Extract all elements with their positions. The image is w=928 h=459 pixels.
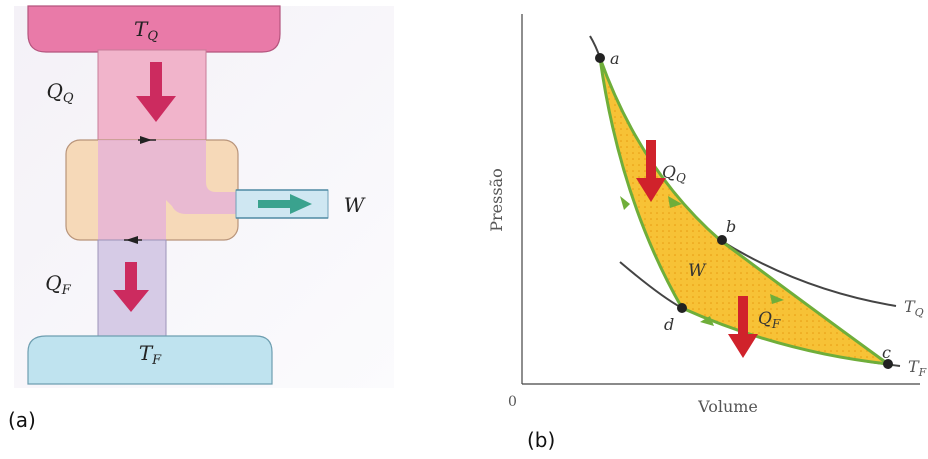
caption-b: (b) <box>527 428 556 452</box>
isotherm-cold-label: TF <box>908 357 927 379</box>
state-label-b: b <box>726 217 736 236</box>
heat-in-arrow <box>136 62 176 122</box>
state-point-d <box>677 303 687 313</box>
heat-out-arrow-pv <box>728 296 758 358</box>
x-axis-label: Volume <box>697 397 758 416</box>
isotherm-hot-label: TQ <box>904 297 924 319</box>
cold-reservoir <box>27 335 273 385</box>
heat-out-arrow <box>113 262 149 312</box>
work-label: W <box>344 193 366 217</box>
heat-in-label-pv: QQ <box>662 163 686 185</box>
state-label-a: a <box>610 49 620 68</box>
hot-reservoir <box>27 5 281 53</box>
cycle-work-label: W <box>688 261 707 281</box>
caption-a: (a) <box>8 408 36 432</box>
origin-label: 0 <box>508 394 517 410</box>
y-axis-label: Pressão <box>487 168 506 231</box>
hot-reservoir-label: TQ <box>134 17 158 44</box>
cycle-arrow-da <box>620 196 630 210</box>
state-point-b <box>717 235 727 245</box>
cycle-arrow-cd <box>700 316 714 326</box>
cycle-arrow-ab <box>668 196 682 208</box>
engine-flow <box>98 140 238 240</box>
state-point-c <box>883 359 893 369</box>
cycle-arrow-bc <box>770 294 784 304</box>
state-point-a <box>595 53 605 63</box>
pv-diagram: a b c d QQ QF W TQ TF Pressão Volume 0 <box>487 14 927 416</box>
work-arrow <box>258 194 312 214</box>
engine-diagram: TQ QQ QF TF W <box>14 5 394 388</box>
heat-out-label: QF <box>45 271 71 298</box>
state-label-d: d <box>664 315 674 334</box>
state-label-c: c <box>882 343 891 362</box>
heat-in-arrow-pv <box>636 140 666 202</box>
